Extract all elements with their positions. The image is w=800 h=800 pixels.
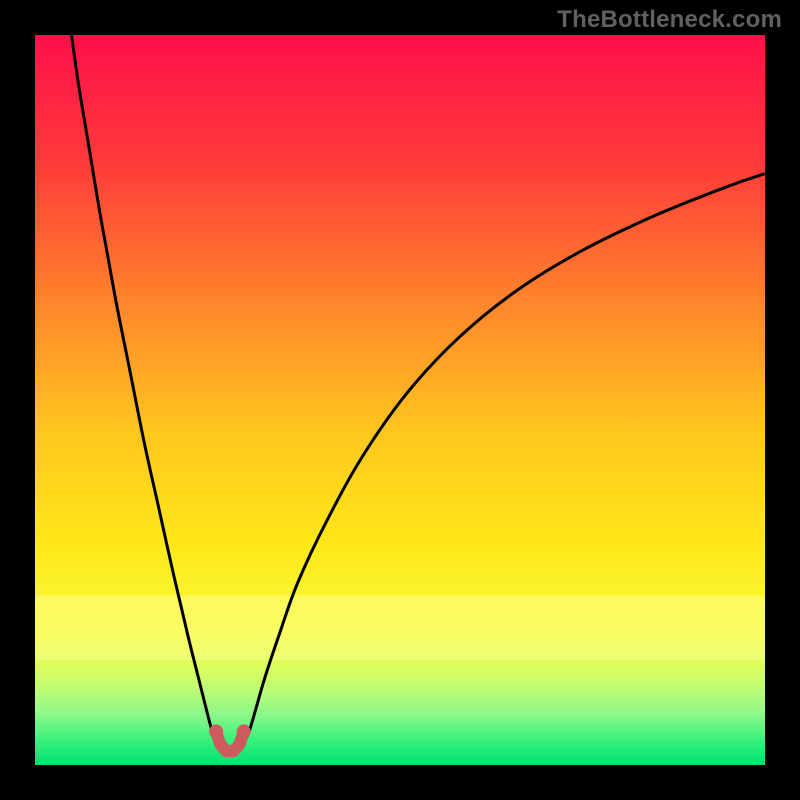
chart-frame: TheBottleneck.com <box>0 0 800 800</box>
highlight-band <box>35 595 765 660</box>
watermark-text: TheBottleneck.com <box>557 6 782 34</box>
bottleneck-chart <box>0 0 800 800</box>
